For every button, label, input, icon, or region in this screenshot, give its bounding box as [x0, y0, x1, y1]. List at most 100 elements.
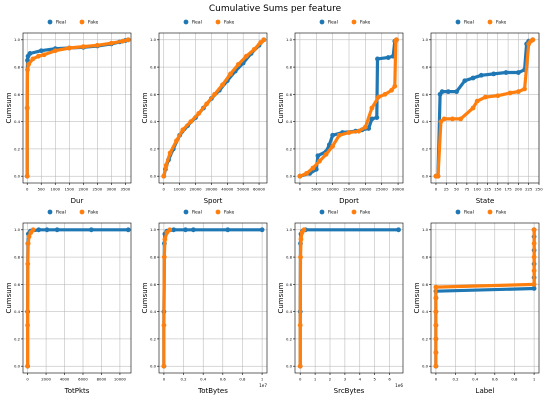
data-point	[261, 37, 267, 43]
y-axis-label: Cumsum	[277, 282, 285, 313]
axes-frame	[22, 32, 132, 184]
legend-marker-real	[183, 209, 189, 215]
series-real	[297, 227, 401, 369]
data-point	[439, 89, 445, 95]
data-point	[44, 227, 50, 233]
y-tick-label: 0.4	[286, 309, 293, 314]
data-point	[24, 105, 30, 111]
legend-marker-real	[47, 19, 53, 25]
subplot-dur: 0 500 1000 1500 2000 2500 3000 3500 0.0 0.2 0.4 0.6…	[5, 19, 132, 205]
y-tick-label: 0.4	[14, 309, 21, 314]
data-point	[162, 236, 168, 242]
data-point	[462, 78, 468, 84]
legend: Real Fake	[183, 209, 235, 216]
series-line-fake	[298, 38, 399, 178]
legend-marker-real	[319, 19, 325, 25]
x-tick-label: 60000	[253, 187, 266, 192]
data-point	[458, 116, 464, 122]
x-tick-label: 0.8	[511, 377, 518, 382]
x-tick-label: 125	[484, 187, 492, 192]
data-point	[24, 173, 30, 179]
legend: Real Fake	[47, 19, 99, 26]
legend-marker-fake	[351, 209, 357, 215]
y-tick-label: 0.8	[286, 254, 293, 259]
y-tick-label: 1.0	[286, 37, 293, 42]
data-point	[396, 227, 401, 233]
y-tick-label: 0.0	[14, 364, 21, 369]
data-point	[433, 309, 439, 315]
data-point	[25, 261, 31, 267]
data-point	[36, 227, 42, 233]
legend: Real Fake	[319, 209, 371, 216]
data-point	[438, 119, 444, 125]
axes-frame	[158, 32, 268, 184]
y-tick-label: 0.6	[150, 92, 157, 97]
legend-marker-real	[455, 19, 461, 25]
x-tick-label: 4000	[60, 377, 70, 382]
data-point	[478, 72, 484, 78]
legend: Real Fake	[319, 19, 371, 26]
legend-label-fake: Fake	[360, 20, 371, 26]
x-tick-label: 0.2	[453, 377, 460, 382]
x-tick-label: 15000	[343, 187, 356, 192]
x-axis-label: Sport	[204, 197, 223, 205]
legend: Real Fake	[455, 19, 507, 26]
series-fake	[161, 37, 267, 179]
legend: Real Fake	[455, 209, 507, 216]
y-tick-label: 0.4	[422, 309, 429, 314]
data-point	[522, 86, 527, 92]
x-tick-label: 2	[329, 377, 332, 382]
data-point	[225, 227, 231, 233]
y-axis-label: Cumsum	[141, 282, 149, 313]
series-fake	[433, 227, 537, 369]
axes-frame	[430, 32, 540, 184]
data-point	[243, 53, 249, 59]
y-tick-label: 0.6	[286, 282, 293, 287]
data-point	[531, 241, 537, 246]
series-fake	[297, 37, 399, 179]
data-point	[507, 90, 513, 96]
x-tick-label: 20000	[189, 187, 202, 192]
data-point	[301, 227, 307, 233]
data-point	[483, 94, 488, 100]
y-tick-label: 0.2	[14, 146, 21, 151]
legend-label-real: Real	[56, 210, 66, 216]
legend-label-fake: Fake	[88, 210, 99, 216]
data-point	[474, 98, 480, 104]
series-line-real	[162, 228, 264, 368]
data-point	[491, 71, 497, 77]
data-point	[188, 119, 194, 125]
y-tick-label: 1.0	[14, 37, 21, 42]
series-line-fake	[26, 228, 35, 368]
data-point	[52, 48, 58, 54]
y-tick-label: 0.4	[150, 309, 157, 314]
data-point	[180, 127, 186, 133]
x-axis-label: Dport	[339, 197, 359, 205]
data-point	[163, 162, 169, 168]
data-point	[228, 71, 233, 77]
data-point	[375, 56, 380, 62]
data-point	[385, 55, 391, 60]
data-point	[220, 82, 225, 88]
x-tick-label: 175	[504, 187, 512, 192]
series-line-real	[298, 38, 399, 178]
axes-frame	[294, 222, 404, 374]
x-tick-label: 3000	[107, 187, 117, 192]
series-fake	[24, 37, 131, 179]
data-point	[183, 227, 188, 233]
data-point	[515, 70, 521, 75]
x-tick-label: 25000	[376, 187, 389, 192]
data-point	[330, 132, 336, 138]
legend: Real Fake	[183, 19, 235, 26]
y-tick-label: 0.8	[150, 64, 157, 69]
legend-label-fake: Fake	[224, 210, 235, 216]
data-point	[441, 116, 447, 122]
legend: Real Fake	[47, 209, 99, 216]
x-tick-label: 150	[494, 187, 502, 192]
y-tick-label: 0.6	[14, 282, 21, 287]
x-tick-label: 0	[163, 187, 166, 192]
series-line-fake	[162, 38, 266, 178]
data-point	[174, 138, 179, 144]
data-point	[38, 48, 44, 54]
series-fake	[161, 227, 173, 369]
